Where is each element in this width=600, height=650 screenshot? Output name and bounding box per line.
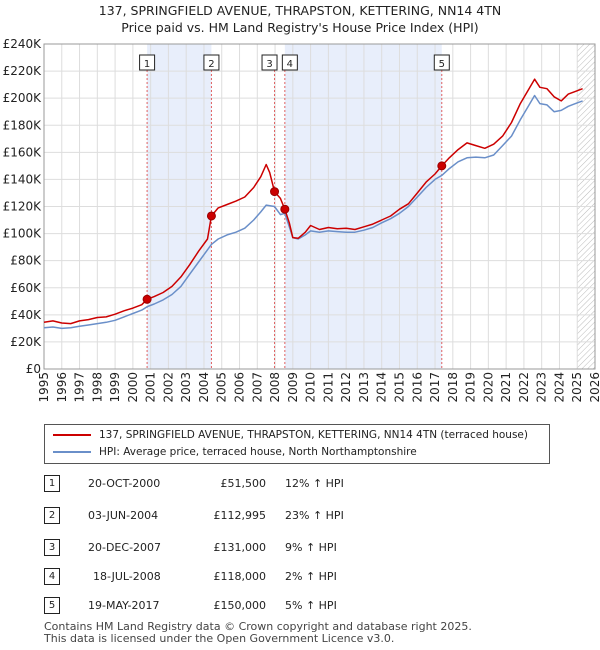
transaction-row: 4 18-JUL-2008 £118,000 2% ↑ HPI xyxy=(0,567,600,587)
sale-number-label: 2 xyxy=(208,59,214,70)
transaction-number: 1 xyxy=(44,475,60,492)
transaction-number: 2 xyxy=(44,507,60,524)
legend-swatch-hpi xyxy=(53,451,91,453)
x-tick-label: 2023 xyxy=(535,372,549,403)
sale-number-box xyxy=(261,54,278,71)
transaction-hpi: 23% ↑ HPI xyxy=(285,509,344,522)
transaction-hpi: 12% ↑ HPI xyxy=(285,477,344,490)
transaction-row: 2 03-JUN-2004 £112,995 23% ↑ HPI xyxy=(0,506,600,526)
x-tick-label: 2024 xyxy=(552,372,566,403)
transaction-price: £51,500 xyxy=(220,477,267,490)
y-tick-label: £160K xyxy=(3,145,43,159)
x-tick-label: 2001 xyxy=(144,372,158,403)
chart-title: 137, SPRINGFIELD AVENUE, THRAPSTON, KETT… xyxy=(98,3,502,18)
x-tick-label: 2020 xyxy=(481,372,495,403)
sale-number-label: 5 xyxy=(439,59,445,70)
transaction-number: 3 xyxy=(44,539,60,556)
x-tick-label: 2016 xyxy=(410,372,424,403)
sale-number-box xyxy=(139,54,156,71)
y-tick-label: £200K xyxy=(3,91,43,105)
chart-subtitle: Price paid vs. HM Land Registry's House … xyxy=(121,20,479,35)
legend-swatch-property xyxy=(53,434,91,436)
footer-copyright: Contains HM Land Registry data © Crown c… xyxy=(44,620,472,633)
hpi-series-line xyxy=(43,94,583,330)
x-tick-label: 2015 xyxy=(392,372,406,403)
plot-frame xyxy=(43,43,596,370)
x-tick-label: 2017 xyxy=(428,372,442,403)
x-tick-label: 2025 xyxy=(570,372,584,403)
x-tick-label: 2009 xyxy=(286,372,300,403)
transaction-row: 3 20-DEC-2007 £131,000 9% ↑ HPI xyxy=(0,538,600,558)
x-tick-label: 2006 xyxy=(233,372,247,403)
x-tick-label: 2026 xyxy=(588,372,600,403)
x-tick-label: 1996 xyxy=(55,372,69,403)
transaction-number: 5 xyxy=(44,597,60,614)
x-tick-label: 1997 xyxy=(73,372,87,403)
y-tick-label: £240K xyxy=(3,37,43,51)
transaction-date: 20-OCT-2000 xyxy=(88,477,161,490)
transaction-price: £131,000 xyxy=(213,541,267,554)
sale-number-label: 4 xyxy=(287,59,293,70)
y-tick-label: £40K xyxy=(10,308,42,322)
x-tick-label: 2021 xyxy=(499,372,513,403)
x-tick-label: 2003 xyxy=(179,372,193,403)
transaction-number: 4 xyxy=(44,568,60,585)
sale-point xyxy=(142,294,152,304)
legend-label-hpi: HPI: Average price, terraced house, Nort… xyxy=(99,446,417,458)
chart-legend: 137, SPRINGFIELD AVENUE, THRAPSTON, KETT… xyxy=(44,424,550,464)
x-tick-label: 2004 xyxy=(197,372,211,403)
transaction-date: 19-MAY-2017 xyxy=(88,599,160,612)
transaction-hpi: 5% ↑ HPI xyxy=(285,599,337,612)
sale-point xyxy=(270,187,280,197)
legend-item-hpi: HPI: Average price, terraced house, Nort… xyxy=(53,446,417,458)
x-tick-label: 2000 xyxy=(126,372,140,403)
sale-number-box xyxy=(203,54,220,71)
sale-number-box xyxy=(433,54,450,71)
x-tick-label: 1998 xyxy=(90,372,104,403)
x-tick-label: 2014 xyxy=(375,372,389,403)
x-tick-label: 2018 xyxy=(446,372,460,403)
x-tick-label: 2011 xyxy=(321,372,335,403)
sale-point xyxy=(206,211,216,221)
y-tick-label: £100K xyxy=(3,227,43,241)
transaction-hpi: 2% ↑ HPI xyxy=(285,570,337,583)
price-chart: £0 £20K £40K £60K £80K £100K £120K £140K £160K £1… xyxy=(3,37,600,403)
x-tick-label: 2002 xyxy=(161,372,175,403)
transaction-price: £150,000 xyxy=(213,599,267,612)
transaction-date: 20-DEC-2007 xyxy=(88,541,162,554)
legend-label-property: 137, SPRINGFIELD AVENUE, THRAPSTON, KETT… xyxy=(99,429,528,441)
sale-number-box xyxy=(281,54,298,71)
x-tick-label: 2022 xyxy=(517,372,531,403)
y-tick-label: £20K xyxy=(10,335,42,349)
transaction-hpi: 9% ↑ HPI xyxy=(285,541,337,554)
y-tick-label: £60K xyxy=(10,281,42,295)
x-tick-label: 2019 xyxy=(464,372,478,403)
transaction-date: 03-JUN-2004 xyxy=(88,509,159,522)
x-tick-label: 2010 xyxy=(304,372,318,403)
sale-number-label: 1 xyxy=(144,59,150,70)
legend-item-property: 137, SPRINGFIELD AVENUE, THRAPSTON, KETT… xyxy=(53,429,528,441)
sale-number-label: 3 xyxy=(266,59,272,70)
y-tick-label: £80K xyxy=(10,254,42,268)
transaction-row: 1 20-OCT-2000 £51,500 12% ↑ HPI xyxy=(0,474,600,494)
y-tick-label: £180K xyxy=(3,118,43,132)
x-tick-label: 2007 xyxy=(250,372,264,403)
x-tick-label: 2013 xyxy=(357,372,371,403)
footer-license: This data is licensed under the Open Gov… xyxy=(44,632,395,645)
y-tick-label: £120K xyxy=(3,200,43,214)
x-tick-label: 2008 xyxy=(268,372,282,403)
x-tick-label: 1995 xyxy=(37,372,51,403)
transaction-date: 18-JUL-2008 xyxy=(93,570,161,583)
transaction-price: £112,995 xyxy=(213,509,267,522)
x-tick-label: 2012 xyxy=(339,372,353,403)
sale-point xyxy=(280,204,290,214)
y-tick-label: £140K xyxy=(3,172,43,186)
transaction-price: £118,000 xyxy=(213,570,267,583)
transaction-row: 5 19-MAY-2017 £150,000 5% ↑ HPI xyxy=(0,596,600,616)
y-tick-label: £0 xyxy=(26,362,41,376)
x-tick-label: 1999 xyxy=(108,372,122,403)
x-tick-label: 2005 xyxy=(215,372,229,403)
y-tick-label: £220K xyxy=(3,64,43,78)
sale-point xyxy=(437,161,447,171)
